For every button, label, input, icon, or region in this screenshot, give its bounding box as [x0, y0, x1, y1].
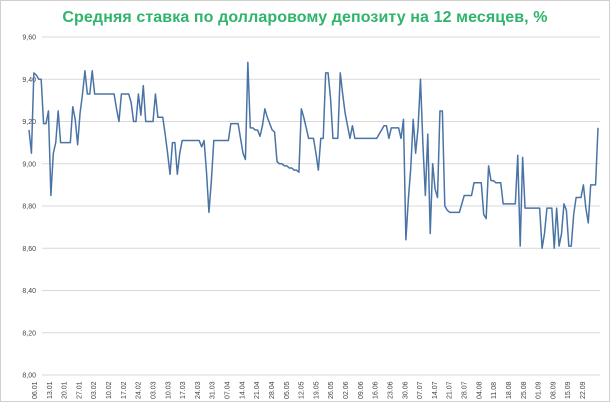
series-line	[28, 61, 599, 249]
x-tick-label: 27.01	[76, 381, 83, 399]
y-tick-label: 9,20	[22, 119, 36, 126]
x-tick-label: 19.05	[313, 381, 320, 399]
x-tick-label: 28.04	[269, 381, 276, 399]
x-tick-label: 06.01	[32, 381, 39, 399]
x-tick-label: 28.07	[462, 381, 469, 399]
x-tick-label: 14.04	[239, 381, 246, 399]
x-tick-label: 21.07	[447, 381, 454, 399]
gridlines	[42, 36, 600, 376]
x-tick-label: 10.03	[165, 381, 172, 399]
x-tick-label: 25.08	[521, 381, 528, 399]
x-tick-label: 05.05	[284, 381, 291, 399]
chart-title: Средняя ставка по долларовому депозиту н…	[62, 9, 548, 26]
x-tick-label: 17.02	[121, 381, 128, 399]
y-tick-label: 9,00	[22, 161, 36, 168]
x-tick-label: 02.06	[343, 381, 350, 399]
x-tick-label: 14.07	[432, 381, 439, 399]
y-tick-label: 8,60	[22, 246, 36, 253]
x-tick-label: 23.06	[387, 381, 394, 399]
x-tick-label: 26.05	[328, 381, 335, 399]
series-group	[28, 61, 599, 249]
x-tick-label: 31.03	[210, 381, 217, 399]
x-tick-label: 03.02	[91, 381, 98, 399]
x-tick-label: 21.04	[254, 381, 261, 399]
x-tick-label: 20.01	[62, 381, 69, 399]
y-tick-label: 8,40	[22, 288, 36, 295]
x-tick-label: 11.08	[491, 382, 498, 399]
y-axis-labels: 8,00 8,20 8,40 8,60 8,80 9,00 9,20 9,40 9,60	[22, 35, 36, 380]
x-tick-label: 24.03	[195, 381, 202, 399]
x-tick-label: 01.09	[536, 381, 543, 399]
x-tick-label: 18.08	[506, 381, 513, 399]
x-tick-label: 08.09	[550, 381, 557, 399]
x-tick-label: 03.03	[150, 381, 157, 399]
y-tick-label: 9,40	[22, 77, 36, 84]
x-tick-label: 15.09	[565, 381, 572, 399]
y-tick-label: 8,80	[22, 204, 36, 211]
x-tick-label: 10.02	[106, 381, 113, 399]
x-tick-label: 09.06	[358, 381, 365, 399]
y-tick-label: 9,60	[22, 35, 36, 42]
y-tick-label: 8,00	[22, 373, 36, 380]
x-tick-label: 30.06	[402, 381, 409, 399]
y-tick-label: 8,20	[22, 330, 36, 337]
x-tick-label: 04.08	[476, 381, 483, 399]
x-tick-label: 12.05	[299, 381, 306, 399]
x-tick-label: 07.07	[417, 381, 424, 399]
x-tick-label: 07.04	[225, 381, 232, 399]
x-tick-label: 17.03	[180, 381, 187, 399]
x-tick-label: 24.02	[136, 381, 143, 399]
x-tick-label: 16.06	[373, 381, 380, 399]
x-tick-label: 13.01	[47, 381, 54, 399]
x-axis-labels: 06.01 13.01 20.01 27.01 03.02 10.02 17.02 24.02…	[32, 381, 587, 399]
x-tick-label: 22.09	[580, 381, 587, 399]
